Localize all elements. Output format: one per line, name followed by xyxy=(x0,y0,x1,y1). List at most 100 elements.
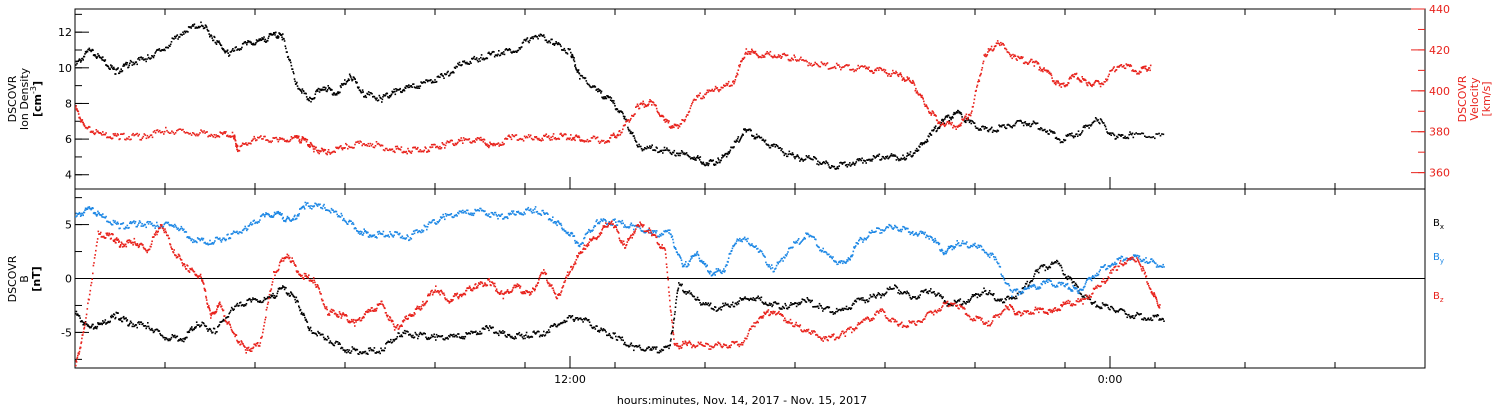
data-point xyxy=(1009,55,1012,58)
data-point xyxy=(520,333,523,336)
data-point xyxy=(1008,51,1010,54)
data-point xyxy=(1047,70,1050,72)
data-point xyxy=(623,117,625,120)
data-point xyxy=(577,319,579,321)
data-point xyxy=(136,326,138,329)
data-point xyxy=(152,56,155,59)
data-point xyxy=(827,68,830,70)
data-point xyxy=(463,210,466,213)
data-point xyxy=(286,294,289,296)
data-point xyxy=(157,330,160,332)
data-point xyxy=(383,349,386,352)
data-point xyxy=(1009,53,1011,56)
data-point xyxy=(687,114,689,116)
data-point xyxy=(727,303,729,306)
data-point xyxy=(375,236,377,238)
data-point xyxy=(258,221,260,223)
data-point xyxy=(448,335,450,337)
data-point xyxy=(341,347,344,349)
data-point xyxy=(755,136,757,139)
data-point xyxy=(222,318,225,321)
data-point xyxy=(177,340,179,342)
data-point xyxy=(396,231,399,234)
data-point xyxy=(366,352,368,355)
data-point xyxy=(1047,266,1050,269)
data-point xyxy=(621,336,624,339)
data-point xyxy=(1058,138,1060,140)
data-point xyxy=(619,134,622,136)
data-point xyxy=(294,301,297,304)
data-point xyxy=(978,294,980,296)
data-point xyxy=(351,146,353,149)
data-point xyxy=(423,332,426,334)
data-point xyxy=(1105,78,1107,80)
data-point xyxy=(233,135,236,137)
data-point xyxy=(124,63,126,66)
data-point xyxy=(430,221,433,223)
data-point xyxy=(110,316,113,319)
data-point xyxy=(613,134,615,136)
data-point xyxy=(288,292,290,295)
data-point xyxy=(738,141,740,143)
data-point xyxy=(871,160,873,162)
data-point xyxy=(407,147,409,150)
data-point xyxy=(295,135,298,137)
data-point xyxy=(260,39,263,41)
data-point xyxy=(108,136,111,139)
data-point xyxy=(139,321,142,323)
data-point xyxy=(268,35,270,38)
data-point xyxy=(1112,67,1115,70)
data-point xyxy=(558,138,561,140)
data-point xyxy=(778,307,781,309)
data-point xyxy=(915,147,918,150)
data-point xyxy=(1139,133,1142,135)
data-point xyxy=(458,61,461,64)
data-point xyxy=(849,307,851,309)
data-point xyxy=(252,138,255,140)
data-point xyxy=(1151,319,1154,321)
data-point xyxy=(103,133,106,136)
data-point xyxy=(1043,67,1045,69)
data-point xyxy=(294,136,297,138)
data-point xyxy=(616,339,619,341)
data-point xyxy=(1062,273,1065,275)
data-point xyxy=(1058,82,1060,84)
data-point xyxy=(497,142,500,144)
data-point xyxy=(619,336,621,339)
data-point xyxy=(421,333,424,336)
data-point xyxy=(410,238,413,240)
data-point xyxy=(464,61,467,64)
data-point xyxy=(880,159,882,161)
data-point xyxy=(354,348,356,351)
data-point xyxy=(493,51,495,53)
data-point xyxy=(326,153,328,156)
data-point xyxy=(471,140,474,143)
data-point xyxy=(593,85,596,87)
data-point xyxy=(889,286,891,288)
data-point xyxy=(682,289,684,292)
data-point xyxy=(1058,84,1061,87)
data-point xyxy=(481,58,484,61)
data-point xyxy=(122,222,125,224)
data-point xyxy=(433,219,435,221)
data-point xyxy=(651,144,653,146)
data-point xyxy=(214,332,217,335)
data-point xyxy=(508,48,511,50)
data-point xyxy=(95,215,98,217)
data-point xyxy=(572,137,575,139)
data-point xyxy=(411,233,413,235)
data-point xyxy=(592,85,594,87)
data-point xyxy=(437,146,440,149)
data-point xyxy=(801,158,804,161)
data-point xyxy=(680,150,683,152)
data-point xyxy=(1016,59,1018,61)
data-point xyxy=(446,336,449,339)
data-point xyxy=(423,224,426,227)
data-point xyxy=(946,305,948,307)
data-point xyxy=(628,346,630,348)
data-point xyxy=(359,233,361,235)
data-point xyxy=(466,333,469,335)
data-point xyxy=(229,135,231,137)
data-point xyxy=(96,325,99,328)
data-point xyxy=(313,150,315,153)
